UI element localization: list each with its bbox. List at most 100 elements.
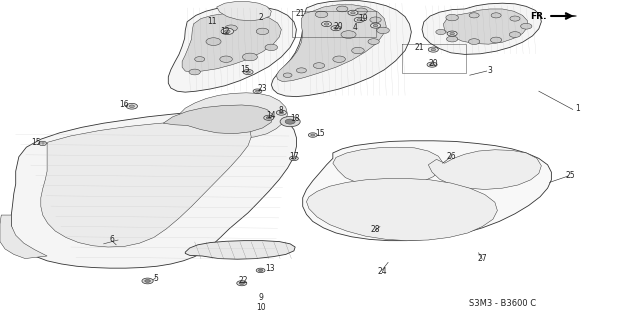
Text: 15: 15 [240, 65, 250, 74]
Circle shape [259, 269, 263, 271]
Circle shape [308, 133, 317, 137]
Circle shape [239, 282, 244, 284]
Polygon shape [0, 215, 47, 259]
Text: 12: 12 [220, 27, 230, 36]
Polygon shape [565, 15, 577, 17]
Circle shape [290, 156, 298, 161]
Circle shape [348, 10, 358, 15]
Text: 20: 20 [428, 59, 438, 68]
Circle shape [447, 36, 458, 42]
Circle shape [373, 24, 378, 27]
Text: 6: 6 [109, 236, 114, 244]
Circle shape [225, 30, 230, 33]
Circle shape [468, 39, 480, 44]
Circle shape [225, 25, 237, 31]
Circle shape [337, 6, 348, 12]
Circle shape [195, 57, 205, 62]
Circle shape [243, 69, 253, 75]
Circle shape [220, 56, 232, 62]
Circle shape [371, 23, 381, 28]
Circle shape [265, 44, 278, 51]
Circle shape [446, 14, 458, 21]
Circle shape [296, 68, 306, 73]
Circle shape [253, 89, 262, 93]
Circle shape [490, 37, 502, 43]
Circle shape [189, 69, 200, 75]
Circle shape [357, 19, 362, 21]
Circle shape [315, 11, 328, 18]
Polygon shape [217, 2, 271, 21]
Text: 14: 14 [266, 111, 276, 120]
Text: 16: 16 [119, 100, 129, 108]
Text: FR.: FR. [530, 12, 546, 20]
Polygon shape [271, 1, 411, 97]
Circle shape [352, 47, 364, 54]
Polygon shape [41, 121, 251, 247]
Text: 3: 3 [487, 66, 492, 75]
Circle shape [246, 71, 251, 73]
Circle shape [144, 280, 150, 282]
Circle shape [285, 119, 295, 124]
Text: 21: 21 [295, 9, 305, 18]
Circle shape [333, 56, 345, 62]
Circle shape [377, 27, 389, 34]
Text: 28: 28 [371, 225, 381, 234]
Circle shape [264, 115, 274, 120]
Polygon shape [168, 6, 296, 92]
Circle shape [354, 17, 364, 22]
Circle shape [521, 23, 532, 29]
Circle shape [428, 47, 438, 52]
Polygon shape [38, 141, 47, 145]
Circle shape [292, 157, 296, 159]
Polygon shape [179, 93, 288, 138]
Circle shape [126, 103, 138, 109]
Circle shape [331, 26, 341, 31]
Text: 15: 15 [31, 138, 41, 147]
Circle shape [242, 53, 257, 61]
Text: 22: 22 [239, 276, 249, 285]
Circle shape [129, 105, 134, 108]
Text: 23: 23 [257, 84, 268, 93]
Circle shape [469, 13, 479, 18]
Circle shape [221, 28, 234, 35]
Text: 5: 5 [153, 274, 158, 283]
Polygon shape [428, 150, 541, 189]
Text: 9: 9 [258, 293, 263, 302]
Circle shape [450, 32, 455, 35]
Polygon shape [443, 9, 528, 44]
Circle shape [436, 29, 446, 35]
Text: 2: 2 [258, 13, 263, 22]
Text: 26: 26 [446, 152, 456, 161]
Polygon shape [276, 5, 386, 82]
Polygon shape [422, 3, 541, 54]
Text: 13: 13 [265, 264, 275, 273]
Text: 8: 8 [279, 106, 284, 115]
Text: 4: 4 [352, 23, 357, 32]
Text: 21: 21 [414, 43, 425, 52]
Circle shape [341, 31, 356, 38]
Circle shape [142, 278, 153, 284]
Circle shape [350, 12, 355, 14]
Text: 1: 1 [575, 104, 580, 113]
Circle shape [237, 281, 247, 286]
Polygon shape [303, 141, 551, 241]
Circle shape [333, 27, 338, 29]
Polygon shape [306, 179, 497, 241]
Circle shape [491, 13, 501, 18]
Polygon shape [182, 13, 281, 72]
Circle shape [256, 268, 265, 273]
Text: 17: 17 [289, 152, 299, 161]
Circle shape [355, 8, 367, 14]
Text: 11: 11 [207, 17, 217, 26]
Circle shape [370, 17, 381, 23]
Circle shape [313, 63, 325, 68]
Polygon shape [185, 241, 295, 259]
Text: 15: 15 [315, 129, 325, 138]
Circle shape [276, 110, 286, 115]
Circle shape [431, 48, 436, 51]
Circle shape [447, 31, 457, 36]
Circle shape [368, 39, 379, 44]
Circle shape [311, 134, 315, 136]
Text: 19: 19 [358, 14, 368, 23]
Text: 25: 25 [565, 171, 575, 180]
